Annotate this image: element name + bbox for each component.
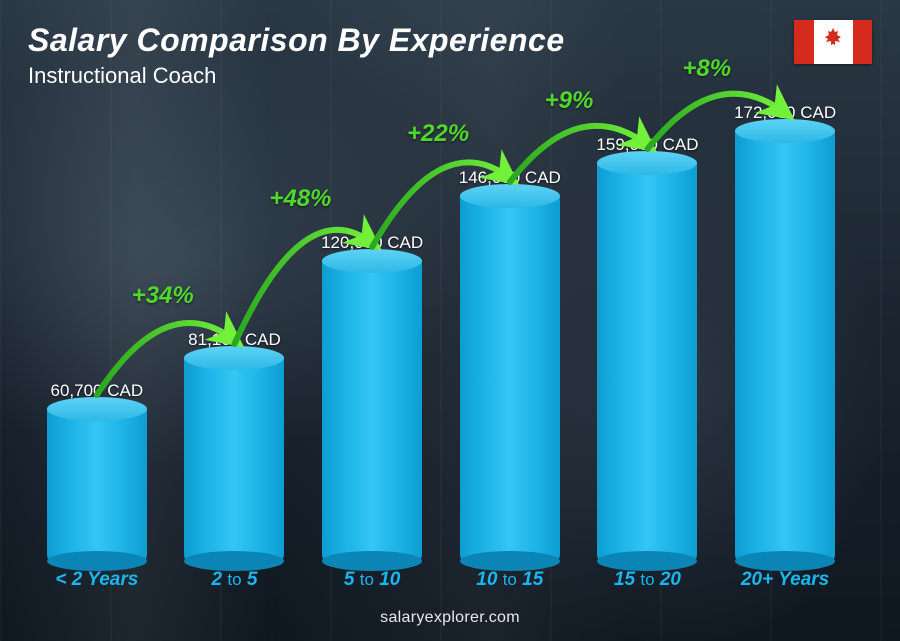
x-axis-label: 5 to 10 — [312, 569, 432, 591]
bar-bottom-cap — [184, 551, 284, 571]
bar — [597, 163, 697, 561]
chart-container: Salary Comparison By Experience Instruct… — [0, 0, 900, 641]
x-axis-label: 20+ Years — [725, 569, 845, 591]
chart-subtitle: Instructional Coach — [28, 63, 872, 89]
bar-group: 120,000 CAD — [312, 233, 432, 561]
x-axis-label: 10 to 15 — [450, 569, 570, 591]
flag-center — [814, 20, 853, 64]
bar — [184, 358, 284, 561]
bar-bottom-cap — [597, 551, 697, 571]
bar-chart: 60,700 CAD 81,100 CAD 120,000 CAD 146,00… — [28, 91, 854, 591]
x-axis-label: 15 to 20 — [587, 569, 707, 591]
bar — [47, 409, 147, 561]
bar-group: 172,000 CAD — [725, 103, 845, 561]
flag-stripe-left — [794, 20, 814, 64]
bar-group: 81,100 CAD — [174, 330, 294, 561]
bar-top-cap — [47, 397, 147, 421]
country-flag-canada — [794, 20, 872, 64]
x-axis-labels: < 2 Years 2 to 5 5 to 10 10 to 15 15 to 20 20… — [28, 569, 854, 591]
bar-top-cap — [460, 184, 560, 208]
maple-leaf-icon — [822, 28, 844, 57]
bar-body — [735, 131, 835, 561]
bar-top-cap — [735, 119, 835, 143]
bar-body — [460, 196, 560, 561]
bar — [322, 261, 422, 561]
bar — [460, 196, 560, 561]
chart-title: Salary Comparison By Experience — [28, 22, 872, 59]
bar-body — [184, 358, 284, 561]
footer-attribution: salaryexplorer.com — [0, 609, 900, 627]
bar-bottom-cap — [47, 551, 147, 571]
bar-body — [322, 261, 422, 561]
bar-top-cap — [184, 346, 284, 370]
bar-body — [47, 409, 147, 561]
bar-body — [597, 163, 697, 561]
bar-top-cap — [322, 249, 422, 273]
flag-stripe-right — [853, 20, 873, 64]
bar-group: 146,000 CAD — [450, 168, 570, 561]
x-axis-label: < 2 Years — [37, 569, 157, 591]
bars-area: 60,700 CAD 81,100 CAD 120,000 CAD 146,00… — [28, 91, 854, 561]
bar-top-cap — [597, 151, 697, 175]
bar-bottom-cap — [735, 551, 835, 571]
bar-bottom-cap — [322, 551, 422, 571]
x-axis-label: 2 to 5 — [174, 569, 294, 591]
bar-group: 60,700 CAD — [37, 381, 157, 561]
bar-group: 159,000 CAD — [587, 135, 707, 561]
bar-bottom-cap — [460, 551, 560, 571]
bar — [735, 131, 835, 561]
